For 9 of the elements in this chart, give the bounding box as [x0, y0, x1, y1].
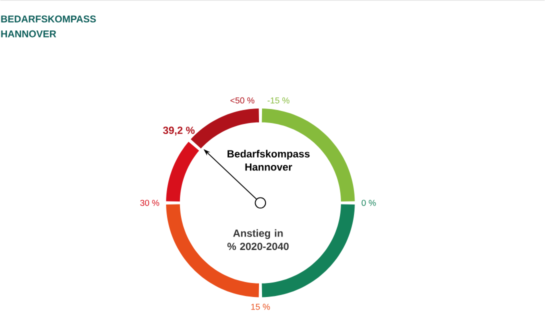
text: BEDARFSKOMPASS HANNOVER — [1, 16, 96, 38]
slice-label: 0 % — [362, 200, 376, 206]
slice-label: 30 % — [140, 200, 160, 206]
text: <50 % — [230, 98, 254, 104]
text: Bedarfskompass Hannover — [228, 150, 310, 171]
slice-label: 39,2 % — [163, 126, 195, 136]
slice-label: -15 % — [268, 98, 290, 104]
slice-label: 15 % — [251, 304, 270, 310]
text: Anstieg in % 2020-2040 — [227, 230, 289, 250]
